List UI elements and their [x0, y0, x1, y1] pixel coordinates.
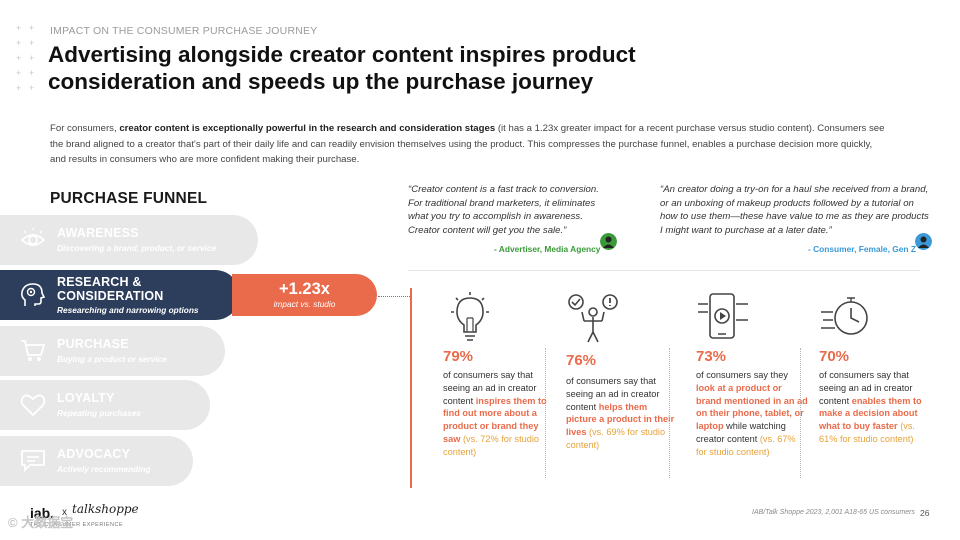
intro-paragraph: For consumers, creator content is except…	[50, 123, 885, 165]
stage-loyalty[interactable]: LOYALTY Repeating purchases	[0, 380, 210, 430]
funnel-heading: PURCHASE FUNNEL	[50, 190, 208, 207]
quote-advertiser: “Creator content is a fast track to conv…	[408, 184, 599, 236]
stage-research-consideration[interactable]: RESEARCH & CONSIDERATION Researching and …	[0, 270, 240, 320]
stage-desc: Researching and narrowing options	[57, 305, 199, 315]
stat-percent: 73%	[696, 348, 727, 365]
stage-desc: Repeating purchases	[57, 408, 141, 418]
talkshoppe-logo: talkshoppe	[72, 502, 139, 516]
stat-percent: 79%	[443, 348, 474, 365]
impact-tag: +1.23x impact vs. studio	[232, 274, 377, 316]
brain-head-icon	[21, 283, 46, 306]
stage-name: ADVOCACY	[57, 447, 131, 461]
phone-video-icon	[698, 293, 748, 339]
lightbulb-icon	[451, 292, 489, 341]
stage-desc: Discovering a brand, product, or service	[57, 243, 217, 253]
logo-separator: x	[62, 507, 67, 518]
fast-clock-icon	[821, 297, 868, 335]
stage-name: RESEARCH & CONSIDERATION	[57, 275, 164, 303]
stat-text: of consumers say that seeing an ad in cr…	[443, 370, 547, 457]
source-note: IAB/Talk Shoppe 2023, 2,001 A18-65 US co…	[752, 509, 915, 516]
divider	[408, 270, 920, 271]
stat-percent: 76%	[566, 352, 597, 369]
quote-attribution: - Consumer, Female, Gen Z	[808, 244, 916, 254]
stat-text: of consumers say they look at a product …	[696, 370, 808, 457]
connector-line	[378, 296, 410, 297]
stage-desc: Buying a product or service	[57, 354, 167, 364]
logo-tagline: THE CONSUMER EXPERIENCE	[30, 522, 124, 528]
cart-icon	[21, 340, 46, 361]
section-eyebrow: IMPACT ON THE CONSUMER PURCHASE JOURNEY	[50, 25, 318, 37]
chat-icon	[21, 450, 45, 473]
stage-awareness[interactable]: AWARENESS Discovering a brand, product, …	[0, 215, 258, 265]
column-separator	[800, 348, 801, 478]
impact-label: impact vs. studio	[273, 299, 336, 309]
page-number: 26	[920, 508, 930, 518]
quote-consumer: “An creator doing a try-on for a haul sh…	[660, 184, 929, 236]
quote-attribution: - Advertiser, Media Agency	[494, 244, 601, 254]
stage-name: PURCHASE	[57, 337, 129, 351]
stage-name: LOYALTY	[57, 391, 115, 405]
avatar-icon	[600, 233, 617, 250]
avatar-icon	[915, 233, 932, 250]
impact-value: +1.23x	[279, 280, 330, 298]
stage-desc: Actively recommending	[57, 464, 151, 474]
watermark: © 大数据宝	[8, 515, 74, 530]
stage-advocacy[interactable]: ADVOCACY Actively recommending	[0, 436, 193, 486]
decorative-plus-grid: + + + + + + + + + +	[16, 23, 35, 93]
column-separator	[669, 348, 670, 478]
column-separator	[545, 348, 546, 478]
heart-icon	[20, 394, 46, 417]
stage-purchase[interactable]: PURCHASE Buying a product or service	[0, 326, 225, 376]
page-title: Advertising alongside creator content in…	[48, 42, 636, 94]
stat-percent: 70%	[819, 348, 850, 365]
iab-logo: iab.	[30, 505, 55, 521]
stat-text: of consumers say that seeing an ad in cr…	[566, 376, 675, 450]
eye-icon	[20, 228, 46, 246]
person-decision-icon	[568, 294, 618, 343]
accent-rule	[410, 288, 412, 488]
stage-name: AWARENESS	[57, 226, 139, 240]
stat-text: of consumers say that seeing an ad in cr…	[819, 370, 922, 444]
